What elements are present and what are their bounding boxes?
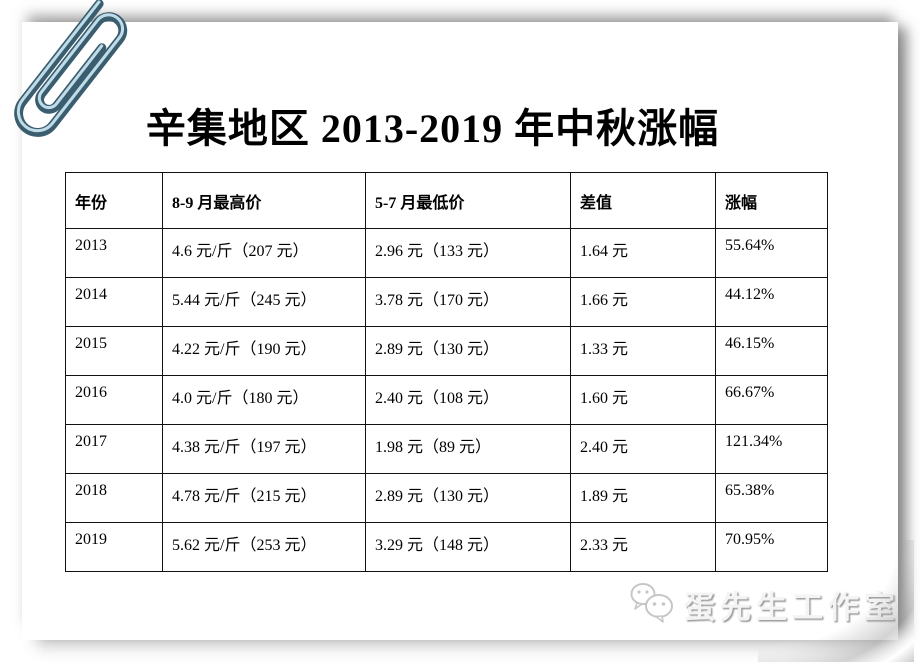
table-cell: 65.38% [715, 473, 828, 523]
table-row: 2013 4.6 元/斤（207 元） 2.96 元（133 元） 1.64 元 55.… [65, 228, 828, 278]
table-cell: 46.15% [715, 326, 828, 376]
table-cell: 1.64 元 [570, 228, 716, 278]
table-row: 2019 5.62 元/斤（253 元） 3.29 元（148 元） 2.33 元 70… [65, 522, 828, 572]
table-header-row: 年份 8-9 月最高价 5-7 月最低价 差值 涨幅 [65, 172, 828, 229]
table-row: 2016 4.0 元/斤（180 元） 2.40 元（108 元） 1.60 元 66.… [65, 375, 828, 425]
document-page: 辛集地区 2013-2019 年中秋涨幅 年份 8-9 月最高价 5-7 月最低价差… [14, 0, 914, 662]
table-cell: 4.6 元/斤（207 元） [162, 228, 366, 278]
table-cell: 2016 [65, 375, 163, 425]
table-cell: 2019 [65, 522, 163, 572]
table-cell: 5.44 元/斤（245 元） [162, 277, 366, 327]
table-cell: 2013 [65, 228, 163, 278]
table-row: 2018 4.78 元/斤（215 元） 2.89 元（130 元） 1.89 元 65… [65, 473, 828, 523]
table-cell: 2.40 元（108 元） [365, 375, 571, 425]
table-cell: 1.98 元（89 元） [365, 424, 571, 474]
table-cell: 55.64% [715, 228, 828, 278]
table-cell: 2014 [65, 277, 163, 327]
table-cell: 2017 [65, 424, 163, 474]
table-header-cell: 5-7 月最低价 [365, 172, 571, 229]
page-title: 辛集地区 2013-2019 年中秋涨幅 [145, 106, 720, 151]
table-cell: 3.78 元（170 元） [365, 277, 571, 327]
watermark: 蛋先生工作室 [629, 581, 900, 628]
table-cell: 66.67% [715, 375, 828, 425]
table-cell: 1.66 元 [570, 277, 716, 327]
table-cell: 1.60 元 [570, 375, 716, 425]
table-cell: 44.12% [715, 277, 828, 327]
table-cell: 4.38 元/斤（197 元） [162, 424, 366, 474]
table-header: 年份 8-9 月最高价 5-7 月最低价 差值 涨幅 [65, 172, 828, 229]
table-header-cell: 年份 [65, 172, 163, 229]
price-table: 年份 8-9 月最高价 5-7 月最低价 差值 涨幅 2013 4.6 元/斤（207 元… [65, 172, 828, 572]
table-header-cell: 8-9 月最高价 [162, 172, 366, 229]
wechat-chat-bubbles-icon [629, 581, 675, 628]
watermark-text: 蛋先生工作室 [684, 590, 900, 625]
table-cell: 2018 [65, 473, 163, 523]
table-body: 2013 4.6 元/斤（207 元） 2.96 元（133 元） 1.64 元 55.… [65, 228, 828, 572]
table-cell: 5.62 元/斤（253 元） [162, 522, 366, 572]
table-cell: 70.95% [715, 522, 828, 572]
table-cell: 3.29 元（148 元） [365, 522, 571, 572]
table-cell: 1.33 元 [570, 326, 716, 376]
table-cell: 2.40 元 [570, 424, 716, 474]
table-cell: 4.22 元/斤（190 元） [162, 326, 366, 376]
table-cell: 2.96 元（133 元） [365, 228, 571, 278]
table-cell: 2015 [65, 326, 163, 376]
table-cell: 4.0 元/斤（180 元） [162, 375, 366, 425]
table-cell: 121.34% [715, 424, 828, 474]
table-cell: 2.33 元 [570, 522, 716, 572]
table-cell: 2.89 元（130 元） [365, 473, 571, 523]
table-row: 2014 5.44 元/斤（245 元） 3.78 元（170 元） 1.66 元 44… [65, 277, 828, 327]
table-cell: 2.89 元（130 元） [365, 326, 571, 376]
table-row: 2017 4.38 元/斤（197 元） 1.98 元（89 元） 2.40 元 121… [65, 424, 828, 474]
table-header-cell: 涨幅 [715, 172, 828, 229]
table-cell: 1.89 元 [570, 473, 716, 523]
table-row: 2015 4.22 元/斤（190 元） 2.89 元（130 元） 1.33 元 46… [65, 326, 828, 376]
table-header-cell: 差值 [570, 172, 716, 229]
table-cell: 4.78 元/斤（215 元） [162, 473, 366, 523]
